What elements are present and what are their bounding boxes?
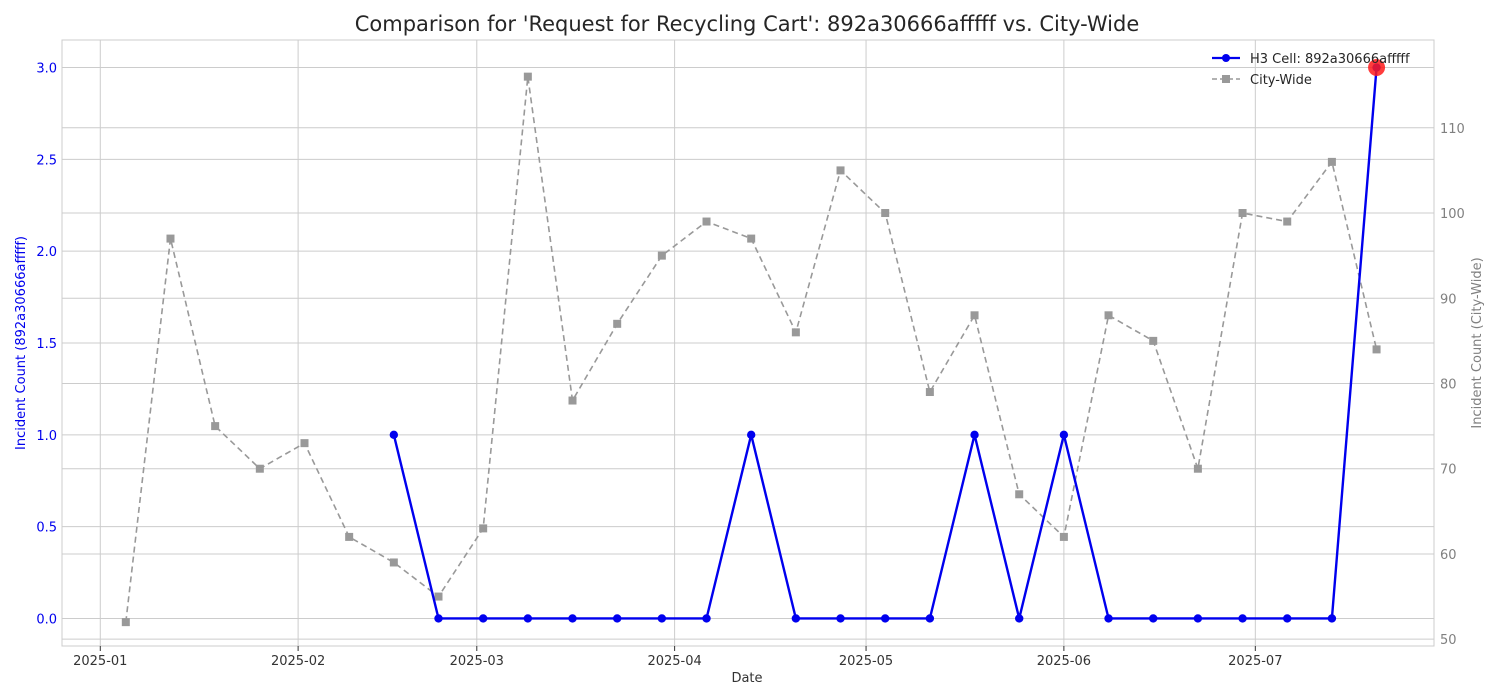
city-wide-point [702, 217, 711, 226]
x-tick-label: 2025-06 [1037, 654, 1091, 669]
grid [62, 40, 1434, 646]
city-wide-point [881, 209, 890, 218]
legend-city-marker [1222, 75, 1230, 83]
h3-cell-point [1059, 430, 1069, 440]
h3-cell-point [1104, 614, 1113, 623]
tick-labels: 2025-01 2025-02 2025-03 2025-04 2025-05 2025-… [36, 62, 1465, 669]
x-tick-label: 2025-07 [1228, 654, 1282, 669]
highlight-point [1368, 59, 1386, 77]
city-wide-point [836, 166, 845, 175]
h3-cell-point [1327, 614, 1337, 623]
y-right-tick-label: 70 [1440, 463, 1457, 478]
city-wide-point [1059, 532, 1068, 541]
x-tick-label: 2025-04 [647, 654, 701, 669]
h3-cell-series [389, 59, 1386, 623]
h3-cell-point [434, 614, 443, 623]
h3-cell-point [746, 430, 756, 440]
city-wide-point [1327, 157, 1336, 166]
x-tick-label: 2025-02 [271, 654, 325, 669]
y-right-tick-label: 110 [1440, 122, 1465, 137]
y-left-tick-label: 1.0 [36, 429, 57, 444]
city-wide-point [523, 72, 532, 81]
y-left-axis-label: Incident Count (892a30666afffff) [14, 236, 29, 450]
h3-cell-point [836, 614, 845, 623]
city-wide-point [568, 396, 577, 405]
city-wide-point [434, 592, 443, 601]
city-wide-point [121, 618, 130, 627]
y-left-tick-label: 0.0 [36, 612, 57, 627]
city-wide-series [121, 72, 1381, 627]
y-left-tick-label: 2.5 [36, 153, 57, 168]
h3-cell-point [791, 614, 801, 623]
city-wide-point [1149, 336, 1158, 345]
y-right-axis-label: Incident Count (City-Wide) [1470, 257, 1485, 428]
y-left-tick-label: 1.5 [36, 337, 57, 352]
x-tick-label: 2025-05 [839, 654, 893, 669]
y-left-tick-label: 3.0 [36, 62, 57, 77]
city-wide-point [1104, 311, 1113, 320]
city-wide-point [389, 558, 398, 567]
city-wide-point [1283, 217, 1292, 226]
city-wide-point [1015, 490, 1024, 499]
y-right-tick-label: 90 [1440, 292, 1457, 307]
h3-cell-point [1015, 614, 1024, 623]
h3-cell-point [1283, 614, 1292, 623]
h3-cell-point [612, 614, 622, 623]
city-wide-line [125, 76, 1378, 623]
h3-cell-point [478, 614, 488, 623]
h3-cell-point [702, 614, 711, 623]
city-wide-point [1238, 209, 1247, 218]
city-wide-point [300, 439, 309, 448]
h3-cell-point [925, 614, 935, 623]
city-wide-point [211, 422, 220, 431]
legend: H3 Cell: 892a30666afffff City-Wide [1212, 52, 1410, 88]
plot-frame [61, 39, 1435, 647]
city-wide-point [255, 464, 264, 473]
x-tick-label: 2025-01 [73, 654, 127, 669]
h3-cell-point [1193, 614, 1203, 623]
city-wide-point [345, 532, 354, 541]
y-right-tick-label: 50 [1440, 633, 1457, 648]
city-wide-point [747, 234, 756, 243]
city-wide-point [166, 234, 175, 243]
city-wide-point [791, 328, 800, 337]
x-axis-label: Date [731, 671, 762, 686]
city-wide-point [1193, 464, 1202, 473]
city-wide-point [970, 311, 979, 320]
legend-h3-marker [1222, 54, 1230, 62]
city-wide-point [657, 251, 666, 260]
city-wide-point [613, 319, 622, 328]
h3-cell-point [881, 614, 890, 623]
city-wide-point [1372, 345, 1381, 354]
city-wide-point [479, 524, 488, 533]
h3-cell-point [1238, 614, 1247, 623]
h3-cell-point [970, 430, 979, 440]
city-wide-point [925, 388, 934, 397]
h3-cell-point [389, 430, 399, 440]
y-left-tick-label: 0.5 [36, 521, 57, 536]
legend-h3-label: H3 Cell: 892a30666afffff [1250, 52, 1410, 67]
h3-cell-point [657, 614, 667, 623]
h3-cell-point [1149, 614, 1158, 623]
y-right-tick-label: 100 [1440, 207, 1465, 222]
h3-cell-point [523, 614, 533, 623]
y-right-tick-label: 60 [1440, 548, 1457, 563]
legend-city-label: City-Wide [1250, 73, 1312, 88]
h3-cell-point [568, 614, 577, 623]
y-left-tick-label: 2.0 [36, 245, 57, 260]
x-tick-label: 2025-03 [450, 654, 504, 669]
chart-title: Comparison for 'Request for Recycling Ca… [355, 12, 1140, 36]
y-right-tick-label: 80 [1440, 377, 1457, 392]
